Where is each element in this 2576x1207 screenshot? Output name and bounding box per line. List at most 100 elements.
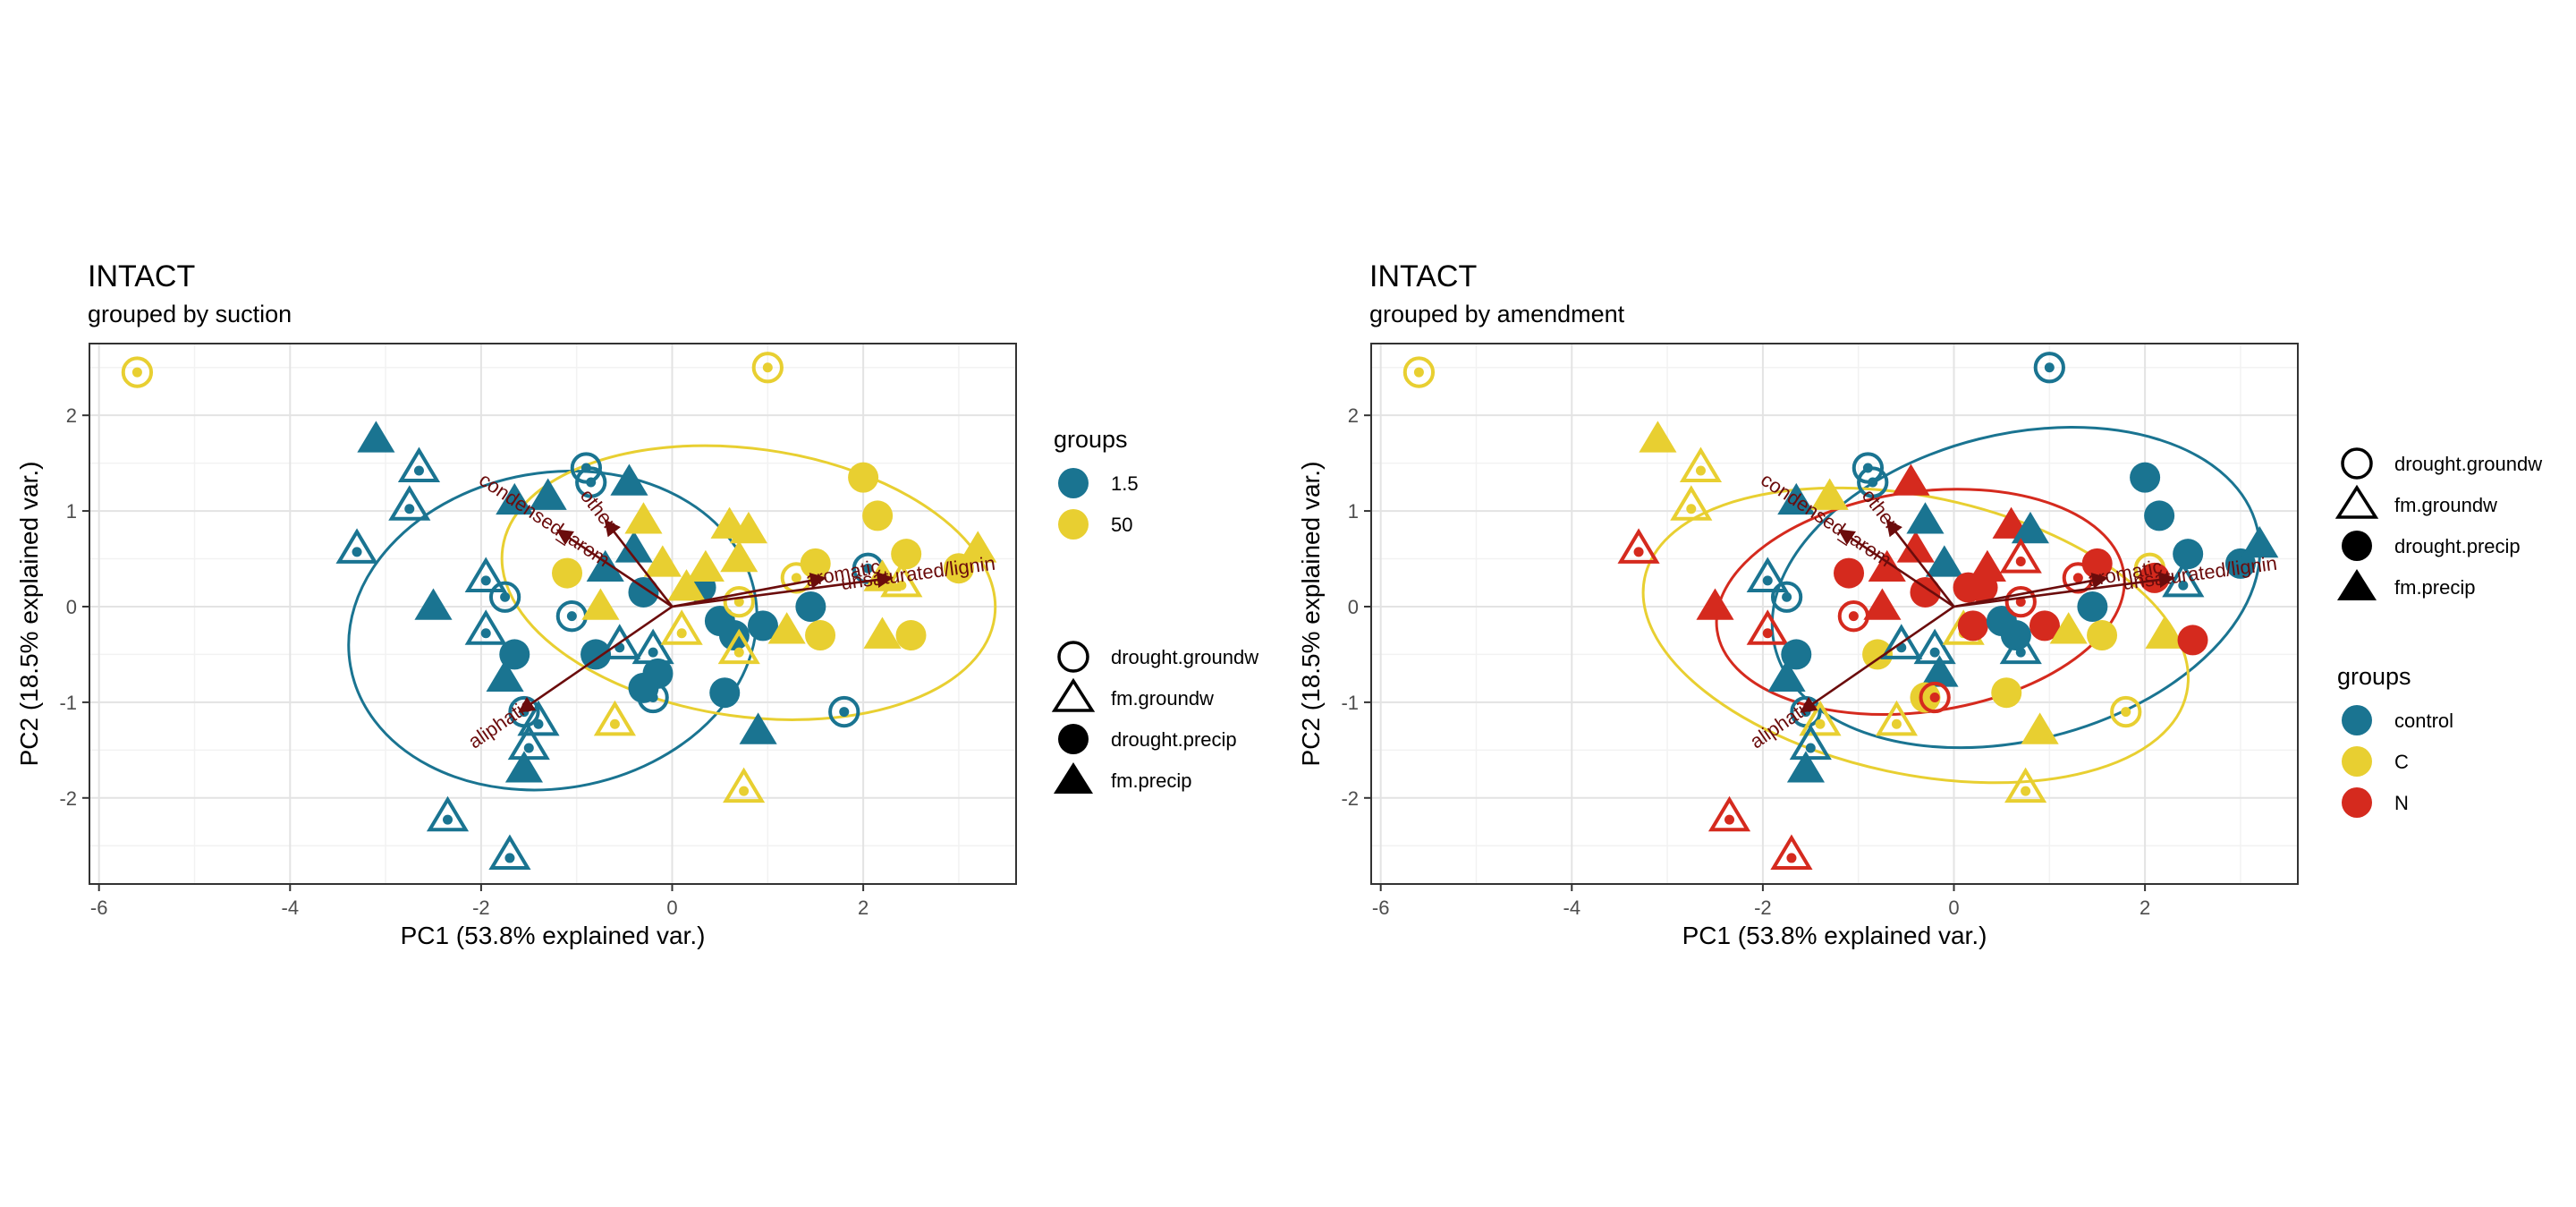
point-ring [575,466,607,498]
x-axis-label: PC1 (53.8% explained var.) [1682,922,1987,949]
point-ring [1999,538,2042,574]
point-triangle [2145,616,2183,649]
point-triangle [667,569,706,601]
point-circle [2177,625,2208,656]
point-circle [2077,591,2108,622]
point-dot [609,718,620,729]
point-circle-open [1919,681,1951,714]
point-circle [795,591,826,622]
point-circle [1910,682,1941,713]
point-triangle [414,588,453,620]
point-circle [2144,500,2175,531]
point-ring [1670,485,1713,521]
legend-color-label: 1.5 [1111,472,1139,495]
point-circle-open [1770,581,1803,613]
point-triangle [720,540,758,573]
point-circle [2173,539,2204,570]
point-triangle-open [1913,628,1956,665]
y-tick-label: 0 [1348,596,1359,618]
plot-background [89,344,1016,884]
point-circle [2029,610,2060,642]
point-dot [404,504,415,514]
point-triangle-open [717,628,760,665]
point-dot [1724,814,1735,825]
legend-color-key [1058,509,1089,540]
point-ring [335,528,378,564]
point-dot [1762,575,1773,586]
point-circle [891,539,922,570]
point-circle [718,620,750,651]
legend-color-label: C [2394,751,2409,773]
y-tick-label: 1 [1348,500,1359,523]
y-tick-label: -2 [1341,787,1359,810]
point-circle-open [1402,356,1436,388]
point-triangle [610,463,648,496]
point-triangle-open [1875,700,1919,736]
chart-subtitle: grouped by amendment [1369,301,1625,327]
loading-arrow [672,572,827,608]
x-tick-label: -2 [472,897,490,919]
point-triangle-open [1770,834,1813,871]
point-ring [488,581,521,613]
point-triangle [643,545,682,577]
point-triangle [1696,588,1734,620]
point-ring [828,695,860,728]
point-triangle [1767,659,1806,692]
point-dot [1891,718,1902,729]
y-tick-label: 1 [66,500,77,523]
point-ring [517,700,560,736]
x-tick-label: 0 [1948,897,1959,919]
legend-color-title: groups [2337,663,2411,690]
x-tick-label: -6 [1372,897,1390,919]
point-triangle [1920,655,1959,687]
point-ring [1707,795,1751,832]
point-triangle [686,549,724,582]
legend-shape-key [1051,677,1096,712]
point-triangle-open [1617,528,1660,564]
point-triangle-open [1670,485,1713,521]
axes: -6 -4 -2 0 2 -2 -1 0 1 2 [59,404,869,919]
point-triangle-open [593,700,637,736]
point-circle [499,639,530,670]
point-triangle [2049,612,2088,644]
point-dot [1413,367,1424,378]
point-triangle [586,549,624,582]
point-ring [1770,581,1803,613]
point-triangle [614,531,653,563]
point-triangle [767,612,806,644]
legend-shape-label: fm.groundw [2394,494,2497,516]
legend-color-label: control [2394,710,2453,732]
legend-shape-label: drought.precip [1111,728,1237,751]
point-triangle-open [397,446,441,483]
point-triangle [729,511,768,544]
point-circle-open [2033,352,2065,384]
grid [89,344,1016,884]
loading-arrow [518,605,674,713]
legend-shape-label: drought.precip [2394,535,2521,557]
point-ring [1880,624,1923,659]
point-dot [839,707,850,718]
point-ring [388,485,431,521]
legend-shape-label: fm.precip [1111,769,1191,792]
point-triangle-open [464,557,507,592]
legend-shape-key [1058,724,1089,754]
point-dot [1929,647,1940,658]
point-dot [1929,693,1940,703]
point-ring [426,795,470,832]
point-dot [1686,504,1697,514]
point-dot [1633,547,1644,557]
loading-arrow [1800,605,1955,713]
ellipse-50 [500,444,997,721]
x-tick-label: -4 [1563,897,1581,919]
legend-shape-label: drought.groundw [1111,646,1258,668]
point-dot [2015,557,2026,567]
y-tick-label: 2 [1348,404,1359,427]
point-dot [480,575,491,586]
point-triangle [1786,751,1826,783]
y-axis-label: PC2 (18.5% explained var.) [15,462,43,767]
point-ring [397,446,441,483]
point-dot [413,465,424,476]
chart-title: INTACT [1369,259,1477,293]
legend-color-label: 50 [1111,514,1132,536]
